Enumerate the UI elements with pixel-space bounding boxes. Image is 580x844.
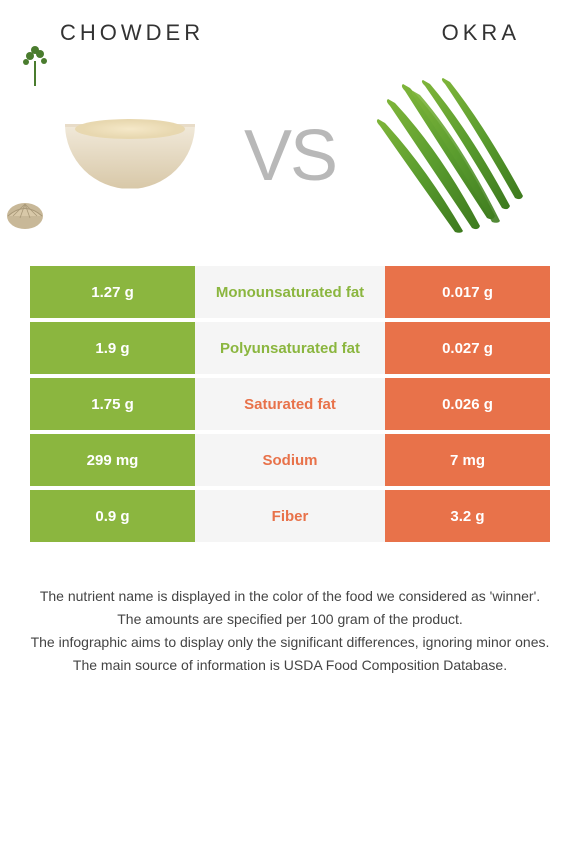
chowder-title: CHOWDER	[60, 20, 204, 46]
right-value-cell: 0.017 g	[385, 266, 550, 318]
okra-image	[360, 76, 540, 236]
nutrient-row: 1.75 gSaturated fat0.026 g	[30, 378, 550, 430]
nutrient-name-cell: Saturated fat	[195, 378, 385, 430]
footer-line-3: The infographic aims to display only the…	[30, 632, 550, 653]
nutrient-row: 0.9 gFiber3.2 g	[30, 490, 550, 542]
footer-line-1: The nutrient name is displayed in the co…	[30, 586, 550, 607]
comparison-table: 1.27 gMonounsaturated fat0.017 g1.9 gPol…	[20, 266, 560, 542]
right-value-cell: 7 mg	[385, 434, 550, 486]
footer-line-4: The main source of information is USDA F…	[30, 655, 550, 676]
clam-icon	[5, 196, 45, 231]
okra-title: OKRA	[442, 20, 520, 46]
left-value-cell: 0.9 g	[30, 490, 195, 542]
footer-notes: The nutrient name is displayed in the co…	[20, 546, 560, 676]
chowder-image	[40, 76, 220, 236]
left-value-cell: 1.9 g	[30, 322, 195, 374]
parsley-icon	[20, 46, 50, 86]
right-value-cell: 0.027 g	[385, 322, 550, 374]
left-value-cell: 1.75 g	[30, 378, 195, 430]
left-value-cell: 299 mg	[30, 434, 195, 486]
bowl-icon	[65, 124, 195, 189]
footer-line-2: The amounts are specified per 100 gram o…	[30, 609, 550, 630]
vs-label: VS	[244, 115, 336, 197]
nutrient-name-cell: Polyunsaturated fat	[195, 322, 385, 374]
nutrient-name-cell: Fiber	[195, 490, 385, 542]
left-value-cell: 1.27 g	[30, 266, 195, 318]
nutrient-row: 1.27 gMonounsaturated fat0.017 g	[30, 266, 550, 318]
nutrient-name-cell: Sodium	[195, 434, 385, 486]
right-value-cell: 3.2 g	[385, 490, 550, 542]
images-row: VS	[20, 66, 560, 266]
right-value-cell: 0.026 g	[385, 378, 550, 430]
nutrient-name-cell: Monounsaturated fat	[195, 266, 385, 318]
nutrient-row: 299 mgSodium7 mg	[30, 434, 550, 486]
nutrient-row: 1.9 gPolyunsaturated fat0.027 g	[30, 322, 550, 374]
header: CHOWDER OKRA	[20, 20, 560, 66]
